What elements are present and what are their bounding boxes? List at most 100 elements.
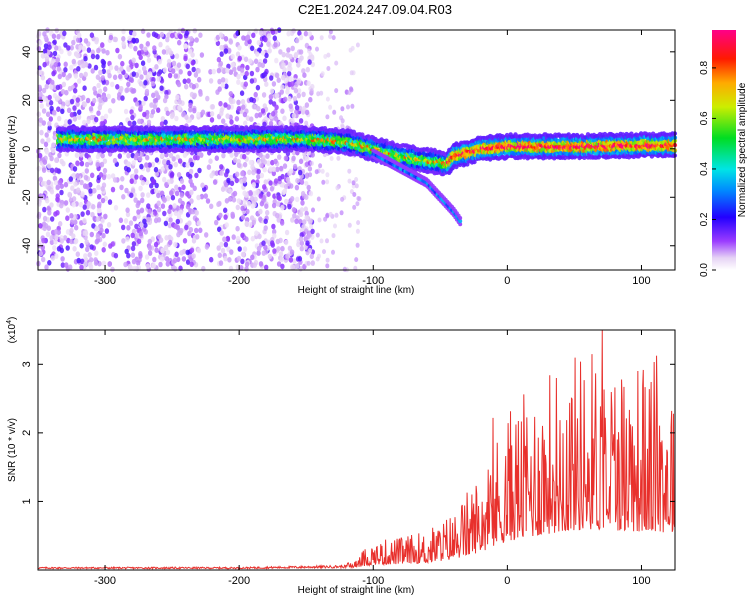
spectrogram-noise-cell: [265, 209, 270, 216]
spectrogram-noise-cell: [295, 177, 300, 184]
spectrogram-noise-cell: [218, 212, 223, 219]
spectrogram-noise-cell: [253, 104, 259, 110]
spectrogram-noise-cell: [235, 171, 240, 178]
spectrogram-noise-cell: [44, 149, 50, 155]
spectrogram-noise-cell: [334, 60, 339, 66]
spectrogram-noise-cell: [307, 48, 311, 54]
spectrogram-noise-cell: [168, 217, 173, 223]
spectrogram-noise-cell: [156, 76, 161, 82]
spectrogram-noise-cell: [274, 72, 280, 79]
spectrogram-noise-cell: [292, 213, 297, 219]
spectrogram-noise-cell: [249, 116, 254, 122]
spectrogram-noise-cell: [235, 235, 241, 242]
spectrogram-noise-cell: [182, 152, 188, 158]
spectrogram-noise-cell: [36, 165, 41, 172]
spectrogram-noise-cell: [103, 213, 108, 220]
spectrogram-noise-cell: [49, 239, 55, 246]
spectrogram-noise-cell: [125, 207, 130, 213]
spectrogram-noise-cell: [150, 80, 156, 87]
spectrogram-noise-cell: [224, 198, 230, 204]
spectrogram-noise-cell: [147, 162, 152, 168]
spectrogram-noise-cell: [273, 178, 279, 184]
spectrogram-noise-cell: [131, 160, 136, 166]
spectrogram-noise-cell: [136, 260, 141, 266]
spectrogram-noise-cell: [119, 184, 124, 191]
spectrogram-noise-cell: [132, 120, 137, 127]
spectrogram-noise-cell: [284, 229, 290, 236]
spectrogram-noise-cell: [139, 207, 145, 214]
spectrogram-noise-cell: [113, 204, 119, 211]
spectrogram-noise-cell: [69, 112, 75, 118]
spectrogram-noise-cell: [158, 261, 163, 268]
spectrogram-noise-cell: [219, 110, 224, 117]
spectrogram-noise-cell: [95, 161, 100, 168]
spectrogram-noise-cell: [123, 108, 129, 115]
spectrogram-noise-cell: [175, 218, 180, 225]
spectrogram-noise-cell: [318, 163, 323, 169]
spectrogram-noise-cell: [262, 29, 267, 35]
spectrogram-noise-cell: [73, 181, 78, 187]
spectrogram-noise-cell: [272, 248, 277, 254]
spectrogram-noise-cell: [86, 47, 92, 53]
spectrogram-noise-cell: [217, 252, 222, 259]
spectrogram-noise-cell: [263, 218, 268, 225]
spectrogram-noise-cell: [317, 217, 322, 223]
spectrogram-noise-cell: [269, 88, 275, 94]
spectrogram-noise-cell: [95, 216, 100, 222]
spectrogram-noise-cell: [38, 223, 43, 229]
spectrogram-noise-cell: [138, 54, 143, 61]
spectrogram-noise-cell: [209, 172, 214, 179]
spectrogram-noise-cell: [270, 240, 275, 246]
spectrogram-noise-cell: [287, 61, 292, 68]
spectrogram-noise-cell: [170, 112, 176, 118]
spectrogram-noise-cell: [127, 120, 132, 127]
spectrogram-noise-cell: [253, 91, 258, 98]
spectrogram-noise-cell: [232, 190, 238, 197]
spectrogram-noise-cell: [143, 95, 148, 102]
spectrogram-noise-cell: [154, 182, 159, 189]
spectrogram-noise-cell: [82, 101, 87, 108]
spectrogram-noise-cell: [159, 85, 164, 91]
spectrogram-noise-cell: [40, 138, 45, 144]
spectrogram-noise-cell: [236, 106, 241, 112]
spectrogram-noise-cell: [70, 185, 75, 191]
spectrogram-noise-cell: [160, 190, 165, 197]
spectrogram-noise-cell: [219, 164, 224, 170]
spectrogram-noise-cell: [85, 183, 90, 190]
spectrogram-noise-cell: [221, 152, 226, 159]
spectrogram-noise-cell: [124, 187, 129, 194]
spectrogram-noise-cell: [100, 115, 105, 122]
spectrogram-noise-cell: [235, 204, 240, 211]
spectrogram-noise-cell: [177, 99, 182, 105]
spectrogram-noise-cell: [113, 36, 119, 43]
spectrogram-noise-cell: [162, 158, 167, 165]
spectrogram-noise-cell: [71, 233, 76, 239]
spectrogram-noise-cell: [236, 162, 242, 169]
spectrogram-noise-cell: [120, 95, 125, 101]
spectrogram-noise-cell: [103, 113, 109, 120]
spectrogram-noise-cell: [274, 104, 279, 111]
spectrogram-noise-cell: [196, 111, 201, 118]
spectrogram-noise-cell: [131, 88, 137, 94]
spectrogram-noise-cell: [94, 225, 99, 232]
spectrogram-noise-cell: [100, 152, 105, 159]
spectrogram-noise-cell: [236, 79, 241, 85]
spectrogram-noise-cell: [176, 81, 182, 88]
spectrogram-noise-cell: [230, 53, 235, 60]
spectrogram-noise-cell: [220, 186, 226, 192]
spectrogram-noise-cell: [281, 62, 286, 68]
spectrogram-noise-cell: [121, 194, 126, 200]
spectrogram-noise-cell: [279, 165, 284, 172]
spectrogram-noise-cell: [334, 88, 339, 94]
spectrogram-noise-cell: [291, 155, 296, 162]
spectrogram-noise-cell: [239, 67, 245, 73]
spectrogram-noise-cell: [209, 203, 214, 210]
spectrogram-noise-cell: [162, 97, 168, 104]
spectrogram-noise-cell: [40, 180, 46, 187]
spectrogram-noise-cell: [302, 151, 307, 158]
spectrogram-noise-cell: [38, 250, 44, 257]
spectrogram-noise-cell: [133, 154, 138, 161]
spectrogram-noise-cell: [76, 257, 81, 264]
spectrogram-noise-cell: [74, 224, 79, 231]
spectrogram-noise-cell: [145, 166, 151, 173]
